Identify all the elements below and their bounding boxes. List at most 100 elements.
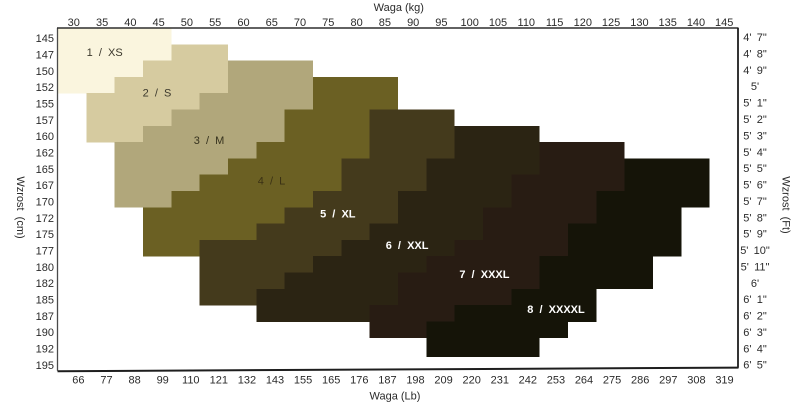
svg-text:187: 187	[36, 311, 54, 323]
svg-text:8 / XXXXL: 8 / XXXXL	[527, 304, 585, 316]
svg-text:6' 4": 6' 4"	[743, 343, 767, 355]
svg-text:155: 155	[36, 99, 54, 111]
svg-text:5' 6": 5' 6"	[743, 180, 767, 192]
svg-text:95: 95	[435, 17, 447, 29]
svg-text:132: 132	[238, 375, 256, 387]
svg-text:110: 110	[518, 17, 536, 29]
svg-text:115: 115	[546, 17, 564, 29]
svg-text:40: 40	[124, 17, 136, 29]
svg-text:5' 1": 5' 1"	[743, 98, 767, 110]
svg-text:30: 30	[68, 17, 80, 29]
svg-text:152: 152	[36, 82, 54, 94]
svg-text:185: 185	[36, 295, 54, 307]
svg-text:35: 35	[96, 17, 108, 29]
svg-text:120: 120	[574, 17, 592, 29]
svg-text:180: 180	[36, 262, 54, 274]
svg-text:66: 66	[72, 375, 84, 387]
svg-text:85: 85	[379, 17, 391, 29]
svg-text:170: 170	[36, 197, 54, 209]
svg-text:110: 110	[182, 375, 200, 387]
svg-text:145: 145	[36, 33, 54, 45]
svg-text:143: 143	[266, 375, 284, 387]
svg-text:147: 147	[36, 50, 54, 62]
svg-text:130: 130	[630, 17, 648, 29]
svg-text:99: 99	[157, 375, 169, 387]
svg-text:5' 5": 5' 5"	[743, 163, 767, 175]
svg-text:286: 286	[631, 375, 649, 387]
svg-text:1 / XS: 1 / XS	[87, 47, 123, 59]
svg-text:162: 162	[36, 148, 54, 160]
svg-text:5' 2": 5' 2"	[743, 114, 767, 126]
svg-text:5' 9": 5' 9"	[743, 229, 767, 241]
svg-text:160: 160	[36, 131, 54, 143]
svg-text:150: 150	[36, 66, 54, 78]
svg-text:77: 77	[100, 375, 112, 387]
svg-text:Waga (kg): Waga (kg)	[374, 2, 424, 14]
svg-text:Wzrost (Ft): Wzrost (Ft)	[780, 176, 792, 233]
svg-text:2 / S: 2 / S	[143, 88, 172, 100]
svg-text:182: 182	[36, 278, 54, 290]
svg-text:176: 176	[350, 375, 368, 387]
svg-text:275: 275	[603, 375, 621, 387]
svg-text:7 / XXXL: 7 / XXXL	[459, 269, 509, 281]
svg-text:5 / XL: 5 / XL	[320, 209, 356, 221]
svg-text:6' 2": 6' 2"	[743, 311, 767, 323]
svg-text:6' 5": 6' 5"	[743, 360, 767, 372]
svg-text:5' 4": 5' 4"	[743, 147, 767, 159]
svg-text:3 / M: 3 / M	[194, 135, 225, 147]
svg-text:157: 157	[36, 115, 54, 127]
svg-text:125: 125	[602, 17, 620, 29]
svg-text:70: 70	[294, 17, 306, 29]
svg-text:4' 7": 4' 7"	[743, 32, 767, 44]
svg-text:Waga (Lb): Waga (Lb)	[370, 390, 421, 402]
svg-text:242: 242	[519, 375, 537, 387]
svg-text:88: 88	[128, 375, 140, 387]
svg-text:5' 10": 5' 10"	[740, 245, 770, 257]
svg-text:190: 190	[36, 327, 54, 339]
svg-text:319: 319	[715, 375, 733, 387]
svg-text:6': 6'	[751, 278, 759, 290]
svg-text:264: 264	[575, 375, 593, 387]
svg-text:5': 5'	[751, 81, 759, 93]
svg-text:100: 100	[461, 17, 479, 29]
svg-text:220: 220	[463, 375, 481, 387]
svg-text:5' 7": 5' 7"	[743, 196, 767, 208]
svg-text:45: 45	[152, 17, 164, 29]
svg-text:65: 65	[266, 17, 278, 29]
svg-text:4' 8": 4' 8"	[743, 49, 767, 61]
svg-text:195: 195	[36, 360, 54, 372]
svg-text:60: 60	[237, 17, 249, 29]
svg-text:165: 165	[322, 375, 340, 387]
svg-text:6' 3": 6' 3"	[743, 327, 767, 339]
svg-text:6' 1": 6' 1"	[743, 294, 767, 306]
svg-text:135: 135	[659, 17, 677, 29]
svg-text:253: 253	[547, 375, 565, 387]
svg-text:192: 192	[36, 344, 54, 356]
svg-text:4 / L: 4 / L	[258, 176, 286, 188]
svg-text:5' 8": 5' 8"	[743, 212, 767, 224]
svg-text:172: 172	[36, 213, 54, 225]
svg-text:167: 167	[36, 180, 54, 192]
svg-text:297: 297	[659, 375, 677, 387]
svg-text:55: 55	[209, 17, 221, 29]
svg-text:198: 198	[406, 375, 424, 387]
svg-text:308: 308	[687, 375, 705, 387]
svg-text:231: 231	[491, 375, 509, 387]
svg-text:90: 90	[407, 17, 419, 29]
svg-text:140: 140	[687, 17, 705, 29]
svg-text:209: 209	[434, 375, 452, 387]
svg-text:187: 187	[378, 375, 396, 387]
svg-text:50: 50	[181, 17, 193, 29]
svg-text:155: 155	[294, 375, 312, 387]
svg-text:105: 105	[489, 17, 507, 29]
svg-text:6 / XXL: 6 / XXL	[386, 240, 429, 252]
svg-text:175: 175	[36, 229, 54, 241]
svg-text:Wzrost (cm): Wzrost (cm)	[14, 176, 26, 238]
svg-text:177: 177	[36, 246, 54, 258]
svg-text:121: 121	[210, 375, 228, 387]
svg-text:75: 75	[322, 17, 334, 29]
svg-text:4' 9": 4' 9"	[743, 65, 767, 77]
svg-text:5' 3": 5' 3"	[743, 130, 767, 142]
svg-text:80: 80	[350, 17, 362, 29]
svg-text:145: 145	[715, 17, 733, 29]
